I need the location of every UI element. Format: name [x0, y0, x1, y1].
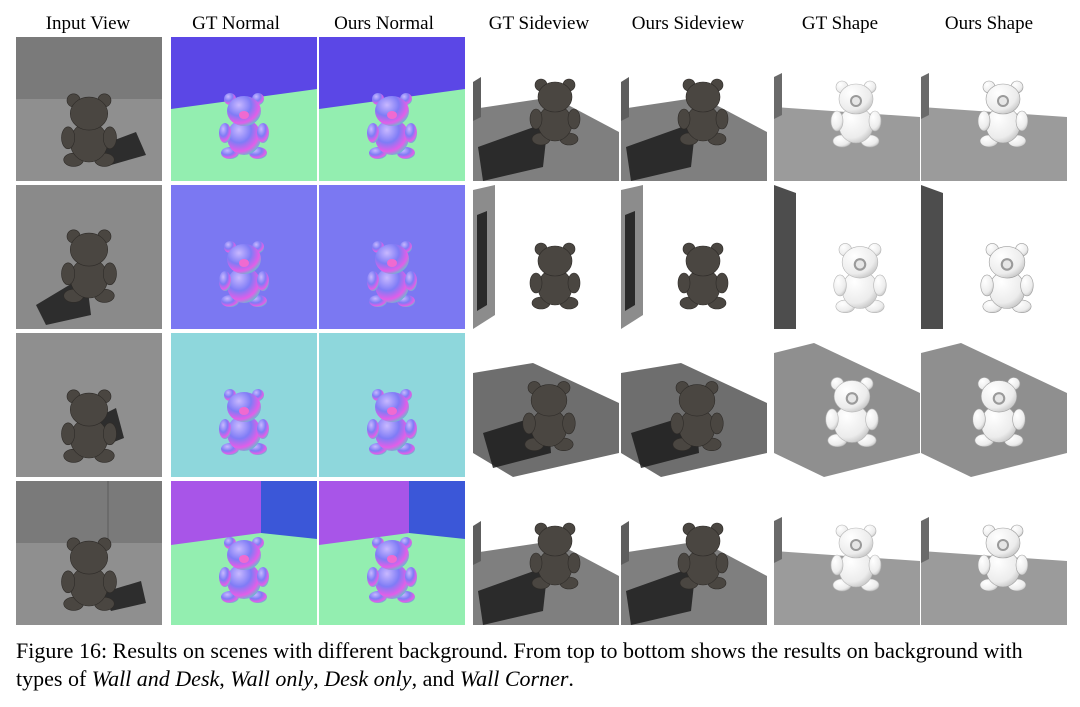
column-header-gt-normal: GT Normal — [192, 13, 280, 34]
result-image-ours-sideview-row4 — [621, 481, 767, 625]
teddy-bear — [522, 381, 576, 451]
caption-term-wall-only: Wall only — [230, 666, 314, 691]
column-header-input-view: Input View — [45, 13, 131, 34]
result-image-input-view-row3 — [16, 333, 162, 477]
result-image-gt-sideview-row4 — [473, 481, 619, 625]
teddy-bear — [219, 241, 269, 307]
column-header-gt-shape: GT Shape — [801, 13, 879, 34]
caption-term-wall-and-desk: Wall and Desk — [91, 666, 220, 691]
teddy-bear — [833, 243, 887, 313]
column-header-gt-sideview: GT Sideview — [488, 13, 590, 34]
teddy-bear — [977, 80, 1029, 148]
teddy-bear — [61, 93, 117, 167]
result-image-ours-normal-row2 — [319, 185, 465, 329]
teddy-bear — [977, 524, 1029, 592]
teddy-bear — [529, 242, 581, 310]
result-image-gt-sideview-row3 — [473, 333, 619, 477]
result-image-gt-normal-row3 — [171, 333, 317, 477]
column-header-ours-normal: Ours Normal — [334, 13, 434, 34]
teddy-bear — [670, 381, 724, 451]
result-image-ours-shape-row4 — [921, 481, 1067, 625]
caption-text: Figure 16: Results on scenes with differ… — [16, 638, 1023, 691]
caption-separator: , — [219, 666, 231, 691]
teddy-bear — [529, 522, 581, 590]
result-image-gt-sideview-row2 — [473, 185, 619, 329]
caption-end: . — [568, 666, 574, 691]
teddy-bear — [219, 93, 269, 159]
result-image-gt-shape-row4 — [774, 481, 920, 625]
caption-term-wall-corner: Wall Corner — [459, 666, 569, 691]
result-image-ours-sideview-row3 — [621, 333, 767, 477]
teddy-bear — [61, 537, 117, 611]
result-image-input-view-row1 — [16, 37, 162, 181]
teddy-bear — [677, 242, 729, 310]
teddy-bear — [825, 377, 879, 447]
result-image-gt-normal-row2 — [171, 185, 317, 329]
caption-term-desk-only: Desk only — [324, 666, 412, 691]
result-image-ours-shape-row1 — [921, 37, 1067, 181]
teddy-bear — [61, 389, 117, 463]
teddy-bear — [367, 241, 417, 307]
teddy-bear — [830, 80, 882, 148]
result-image-ours-shape-row3 — [921, 333, 1067, 477]
result-image-gt-sideview-row1 — [473, 37, 619, 181]
caption-separator: , and — [411, 666, 460, 691]
result-image-gt-normal-row4 — [171, 481, 317, 625]
teddy-bear — [677, 522, 729, 590]
teddy-bear — [219, 389, 269, 455]
result-image-gt-shape-row3 — [774, 333, 920, 477]
result-image-ours-normal-row4 — [319, 481, 465, 625]
result-image-ours-sideview-row2 — [621, 185, 767, 329]
result-image-ours-normal-row3 — [319, 333, 465, 477]
teddy-bear — [367, 389, 417, 455]
result-image-input-view-row4 — [16, 481, 162, 625]
teddy-bear — [61, 229, 117, 303]
column-header-ours-shape: Ours Shape — [944, 13, 1034, 34]
result-image-ours-shape-row2 — [921, 185, 1067, 329]
figure-caption: Figure 16: Results on scenes with differ… — [16, 637, 1071, 693]
teddy-bear — [219, 537, 269, 603]
caption-separator: , — [313, 666, 325, 691]
teddy-bear — [367, 537, 417, 603]
result-image-ours-sideview-row1 — [621, 37, 767, 181]
teddy-bear — [529, 78, 581, 146]
result-image-ours-normal-row1 — [319, 37, 465, 181]
teddy-bear — [677, 78, 729, 146]
column-header-ours-sideview: Ours Sideview — [631, 13, 745, 34]
result-image-gt-shape-row1 — [774, 37, 920, 181]
teddy-bear — [972, 377, 1026, 447]
teddy-bear — [980, 243, 1034, 313]
teddy-bear — [367, 93, 417, 159]
result-image-gt-normal-row1 — [171, 37, 317, 181]
teddy-bear — [830, 524, 882, 592]
result-image-input-view-row2 — [16, 185, 162, 329]
result-image-gt-shape-row2 — [774, 185, 920, 329]
